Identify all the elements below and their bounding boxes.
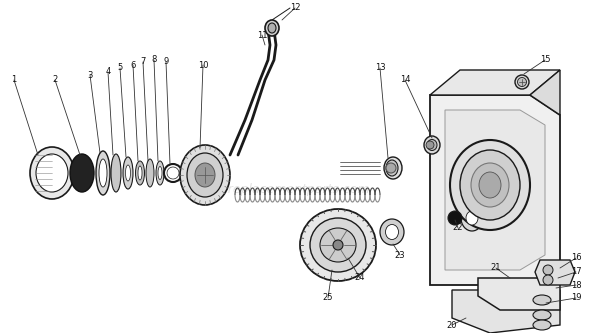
Ellipse shape xyxy=(187,153,223,197)
Ellipse shape xyxy=(461,205,483,231)
Text: 11: 11 xyxy=(257,31,267,40)
Text: 8: 8 xyxy=(151,56,157,65)
Ellipse shape xyxy=(384,157,402,179)
Text: 25: 25 xyxy=(323,293,333,302)
Ellipse shape xyxy=(533,320,551,330)
Ellipse shape xyxy=(385,224,398,239)
Text: 17: 17 xyxy=(571,267,581,276)
Polygon shape xyxy=(430,70,560,95)
Polygon shape xyxy=(530,70,560,115)
Circle shape xyxy=(426,141,434,149)
Ellipse shape xyxy=(136,161,145,185)
Text: 24: 24 xyxy=(355,273,365,282)
Ellipse shape xyxy=(533,295,551,305)
Ellipse shape xyxy=(515,75,529,89)
Ellipse shape xyxy=(158,166,162,179)
Circle shape xyxy=(543,275,553,285)
Circle shape xyxy=(448,211,462,225)
Ellipse shape xyxy=(96,151,110,195)
Ellipse shape xyxy=(138,166,142,180)
Text: 2: 2 xyxy=(53,76,58,85)
Ellipse shape xyxy=(111,154,121,192)
Ellipse shape xyxy=(471,163,509,207)
Ellipse shape xyxy=(310,218,366,272)
Ellipse shape xyxy=(427,140,437,151)
Polygon shape xyxy=(478,278,560,310)
Polygon shape xyxy=(535,260,575,285)
Text: 13: 13 xyxy=(375,64,385,73)
Text: 3: 3 xyxy=(87,71,93,80)
Text: 16: 16 xyxy=(571,253,581,262)
Ellipse shape xyxy=(126,165,130,181)
Text: 9: 9 xyxy=(163,58,169,67)
Circle shape xyxy=(386,163,396,173)
Ellipse shape xyxy=(517,78,526,87)
Ellipse shape xyxy=(320,228,356,262)
Circle shape xyxy=(333,240,343,250)
Text: 12: 12 xyxy=(290,4,300,13)
Polygon shape xyxy=(445,110,545,270)
Ellipse shape xyxy=(533,310,551,320)
Ellipse shape xyxy=(123,157,133,189)
Polygon shape xyxy=(430,95,560,285)
Text: 14: 14 xyxy=(400,76,410,85)
Text: 1: 1 xyxy=(11,76,17,85)
Ellipse shape xyxy=(479,172,501,198)
Text: 15: 15 xyxy=(540,56,550,65)
Text: 23: 23 xyxy=(395,250,405,259)
Text: 22: 22 xyxy=(453,223,463,232)
Ellipse shape xyxy=(265,20,279,36)
Text: 5: 5 xyxy=(117,64,123,73)
Text: 21: 21 xyxy=(491,263,502,272)
Circle shape xyxy=(543,265,553,275)
Ellipse shape xyxy=(450,140,530,230)
Ellipse shape xyxy=(466,211,478,225)
Ellipse shape xyxy=(70,154,94,192)
Ellipse shape xyxy=(36,154,68,192)
Ellipse shape xyxy=(156,161,164,185)
Text: 10: 10 xyxy=(198,61,208,70)
Ellipse shape xyxy=(380,219,404,245)
Ellipse shape xyxy=(424,136,440,154)
Text: 19: 19 xyxy=(571,293,581,302)
Ellipse shape xyxy=(195,163,215,187)
Ellipse shape xyxy=(99,159,107,187)
Ellipse shape xyxy=(268,23,276,33)
Text: 6: 6 xyxy=(130,61,136,70)
Ellipse shape xyxy=(30,147,74,199)
Ellipse shape xyxy=(300,209,376,281)
Ellipse shape xyxy=(180,145,230,205)
Polygon shape xyxy=(452,290,560,333)
Text: 18: 18 xyxy=(571,280,581,289)
Text: 20: 20 xyxy=(447,320,457,329)
Text: 7: 7 xyxy=(140,58,146,67)
Circle shape xyxy=(167,167,179,179)
Ellipse shape xyxy=(146,159,154,187)
Text: ereplacementparts.com: ereplacementparts.com xyxy=(220,183,370,196)
Circle shape xyxy=(164,164,182,182)
Text: 4: 4 xyxy=(106,68,111,77)
Ellipse shape xyxy=(386,160,398,176)
Ellipse shape xyxy=(460,150,520,220)
